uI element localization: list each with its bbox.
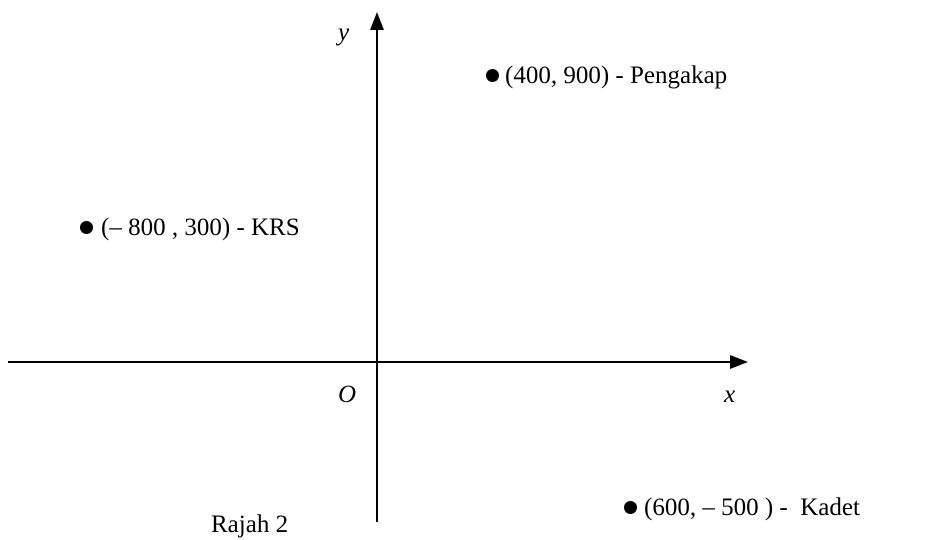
point-separator: - (609, 62, 630, 89)
point-coordinates: (400, 900) (505, 62, 610, 89)
point-coordinates: (600, – 500 ) (644, 494, 774, 521)
y-axis-arrowhead (370, 12, 384, 30)
point-label: Pengakap (629, 62, 728, 89)
point-marker (624, 501, 637, 514)
point-coordinates: (– 800 , 300) (101, 214, 231, 241)
x-axis-arrowhead (730, 355, 748, 369)
point-label: Kadet (800, 494, 860, 521)
figure-caption: Rajah 2 (211, 511, 289, 538)
point-label: KRS (250, 214, 300, 241)
x-axis-label: x (724, 381, 736, 408)
point-marker (80, 221, 93, 234)
point-marker (486, 69, 499, 82)
origin-label: O (338, 381, 357, 408)
point-separator: - (230, 214, 251, 241)
y-axis-label: y (338, 19, 350, 46)
point-separator: - (773, 494, 801, 521)
